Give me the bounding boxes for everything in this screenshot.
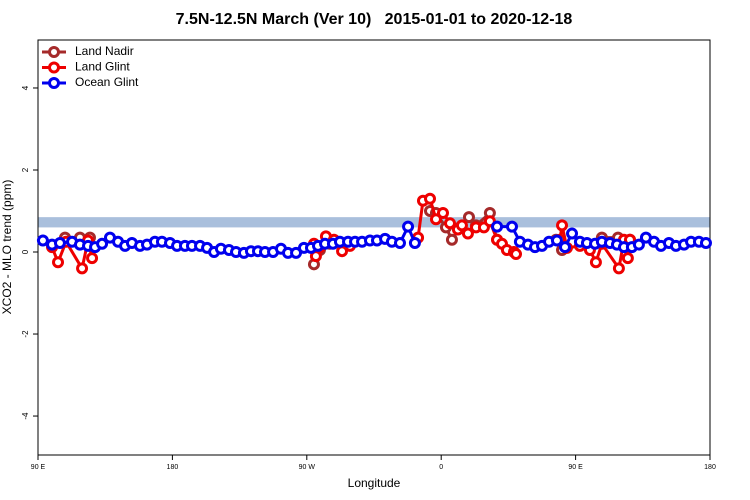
data-point — [393, 236, 406, 249]
y-tick-label: 0 — [21, 249, 30, 254]
data-point — [461, 227, 474, 240]
x-tick-label: 90 W — [299, 464, 316, 471]
data-point — [76, 262, 89, 275]
data-point — [455, 219, 468, 232]
data-point — [558, 241, 571, 254]
data-point — [621, 252, 634, 265]
y-tick-label: -2 — [21, 330, 30, 338]
data-point — [96, 237, 109, 250]
data-point — [510, 248, 523, 261]
data-point — [505, 220, 518, 233]
data-point — [402, 220, 415, 233]
legend-label: Land Nadir — [75, 44, 134, 58]
data-point — [612, 262, 625, 275]
y-tick-label: 4 — [21, 85, 30, 90]
data-point — [632, 238, 645, 251]
reference-band — [38, 217, 710, 228]
data-point — [36, 234, 49, 247]
x-tick-label: 0 — [439, 464, 443, 471]
data-point — [550, 234, 563, 247]
data-point — [424, 192, 436, 205]
data-point — [444, 217, 457, 230]
x-tick-label: 180 — [704, 464, 716, 471]
legend-label: Ocean Glint — [75, 75, 139, 89]
legend-marker — [48, 46, 60, 58]
data-point — [309, 250, 322, 263]
data-point — [699, 236, 712, 249]
legend-label: Land Glint — [75, 60, 130, 74]
y-axis-title: XCO2 - MLO trend (ppm) — [0, 180, 14, 315]
x-tick-label: 90 E — [31, 464, 46, 471]
chart-title: 7.5N-12.5N March (Ver 10) 2015-01-01 to … — [176, 11, 573, 28]
y-tick-label: 2 — [21, 167, 30, 172]
data-point — [86, 252, 99, 265]
data-point — [566, 227, 579, 240]
y-tick-label: -4 — [21, 412, 30, 420]
data-point — [436, 207, 449, 220]
x-tick-label: 90 E — [568, 464, 583, 471]
data-point — [556, 219, 569, 232]
data-point — [462, 211, 475, 224]
data-point — [491, 220, 504, 233]
data-point — [429, 213, 442, 226]
legend-marker — [48, 61, 60, 74]
data-point — [52, 256, 65, 269]
data-point — [53, 236, 66, 249]
plot-frame — [37, 39, 711, 456]
series-line — [50, 196, 632, 273]
legend-marker — [48, 77, 60, 89]
data-point — [589, 256, 602, 269]
x-tick-label: 180 — [167, 464, 179, 471]
data-point — [445, 233, 458, 246]
x-axis-title: Longitude — [348, 476, 401, 490]
data-point — [408, 236, 421, 249]
